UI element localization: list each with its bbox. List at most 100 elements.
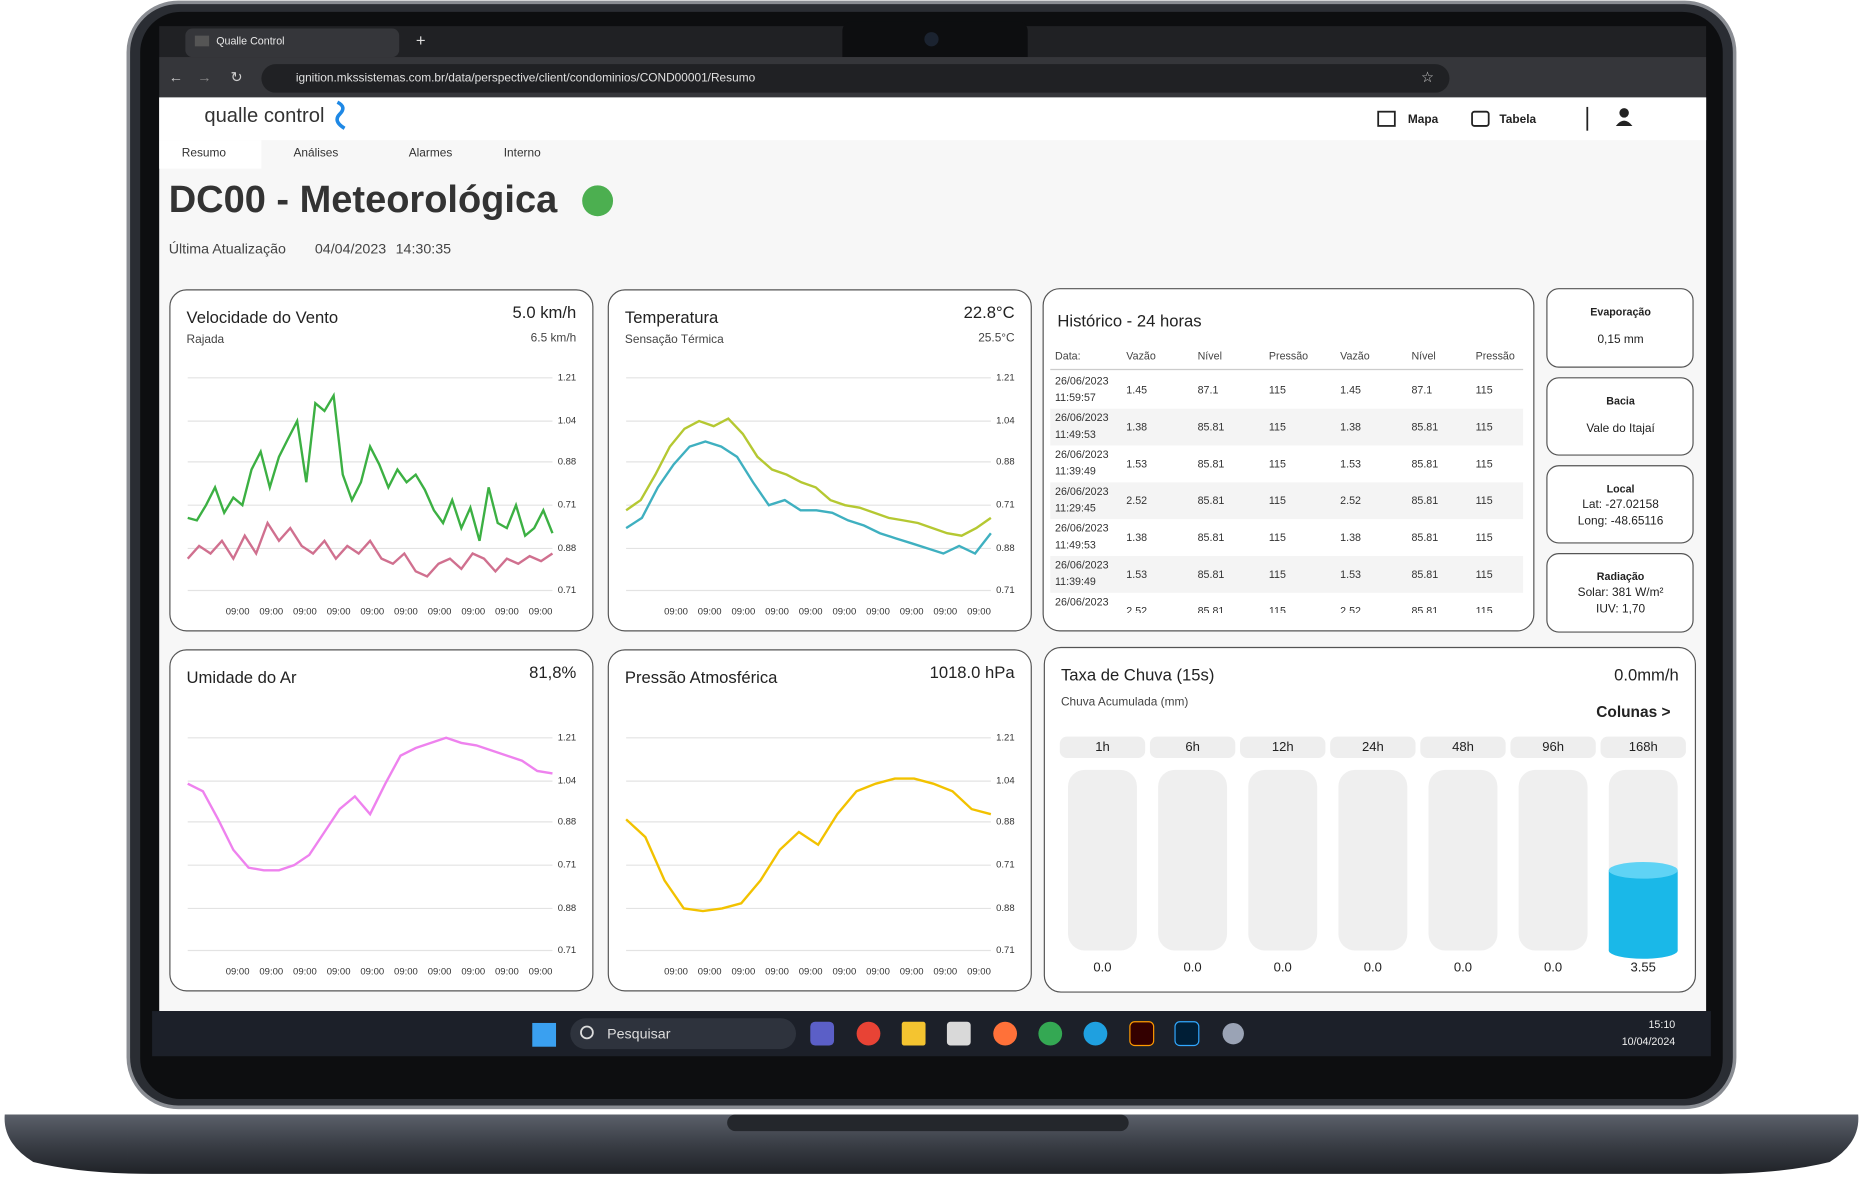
column-header[interactable]: Data: [1055, 350, 1081, 362]
app-icon[interactable] [946, 1021, 971, 1046]
nav-map[interactable]: Mapa [1408, 112, 1439, 126]
nav-table[interactable]: Tabela [1499, 112, 1536, 126]
x-tick-label: 09:00 [900, 606, 924, 617]
y-tick-label: 0.88 [996, 816, 1014, 827]
line-chart-card: Velocidade do Vento 5.0 km/h Rajada 6.5 km/… [169, 289, 594, 632]
cell: 115 [1269, 532, 1286, 544]
x-tick-label: 09:00 [799, 606, 823, 617]
search-box[interactable] [570, 1018, 797, 1050]
cell: 85.81 [1198, 532, 1225, 544]
app-icon[interactable] [810, 1021, 835, 1046]
x-tick-label: 09:00 [765, 606, 789, 617]
tab[interactable]: Interno [504, 145, 541, 159]
app-icon[interactable] [1129, 1021, 1155, 1047]
tab[interactable]: Análises [293, 145, 338, 159]
tube [1518, 769, 1588, 951]
tube [1158, 769, 1228, 951]
app-icon[interactable] [1222, 1022, 1244, 1045]
column-header[interactable]: Pressão [1269, 350, 1308, 362]
last-update-label: Última Atualização [169, 240, 286, 257]
line-chart-card: Temperatura 22.8°C Sensação Térmica 25.5°C 1… [607, 289, 1032, 632]
chart-title: Temperatura [625, 308, 719, 327]
column-header[interactable]: Pressão [1476, 350, 1515, 362]
address-bar[interactable] [261, 64, 1450, 93]
y-tick-label: 1.04 [558, 416, 577, 427]
logo-mark [335, 100, 346, 130]
tab[interactable]: Resumo [182, 145, 227, 159]
info-value: Solar: 381 W/m² [1578, 585, 1664, 599]
column-header[interactable]: Nível [1411, 350, 1435, 362]
card [1546, 288, 1694, 368]
y-tick-label: 0.88 [558, 903, 577, 914]
active-tab[interactable] [185, 28, 400, 58]
x-tick-label: 09:00 [529, 606, 553, 617]
value-label: 0.0 [1454, 960, 1472, 975]
dashboard: Velocidade do Vento 5.0 km/h Rajada 6.5 km/… [169, 288, 1697, 993]
cell: 87.1 [1411, 385, 1432, 397]
cell-date: 26/06/2023 11:49:53 [1055, 523, 1109, 552]
column-header [1420, 736, 1506, 759]
cell: 85.81 [1411, 458, 1438, 470]
y-tick-label: 0.71 [558, 945, 577, 956]
x-tick-label: 09:00 [731, 966, 755, 977]
cell: 115 [1269, 495, 1286, 507]
app-icon[interactable] [993, 1021, 1018, 1046]
forward-button[interactable]: → [197, 70, 211, 86]
cell-date: 26/06/2023 11:59:57 [1055, 375, 1109, 404]
y-tick-label: 1.21 [558, 372, 577, 383]
y-tick-label: 1.04 [996, 416, 1014, 427]
tube [1068, 769, 1137, 951]
row-bg [1050, 371, 1524, 409]
user-icon-body[interactable] [1615, 120, 1633, 126]
column-header[interactable]: Vazão [1340, 350, 1370, 362]
bookmark-star[interactable]: ☆ [1421, 70, 1434, 86]
y-tick-label: 0.71 [558, 585, 577, 596]
back-button[interactable]: ← [169, 70, 183, 86]
map-icon [1377, 110, 1396, 127]
url: ignition.mkssistemas.com.br/data/perspec… [296, 71, 756, 85]
x-tick-label: 09:00 [967, 966, 991, 977]
status-indicator [582, 185, 614, 217]
tab[interactable]: Alarmes [409, 145, 453, 159]
columns-link[interactable]: Colunas > [1596, 704, 1670, 721]
x-tick-label: 09:00 [900, 966, 924, 977]
last-update-time: 14:30:35 [396, 241, 452, 257]
info-card: Evaporação 0,15 mm [1546, 288, 1694, 368]
logo: qualle control [204, 105, 324, 127]
bar-body [1608, 870, 1678, 951]
x-tick-label: 09:00 [461, 606, 485, 617]
reload-button[interactable]: ↻ [230, 70, 242, 86]
series-line [187, 736, 553, 872]
app-icon[interactable] [1083, 1021, 1108, 1046]
user-icon-head[interactable] [1619, 108, 1629, 118]
app-icon[interactable] [1174, 1021, 1200, 1047]
app-icon[interactable] [1038, 1021, 1063, 1046]
column-header [1240, 736, 1326, 759]
new-tab[interactable]: + [416, 31, 426, 50]
y-tick-label: 0.71 [996, 500, 1014, 511]
x-tick-label: 96h [1542, 739, 1564, 754]
laptop-base [4, 1114, 1859, 1174]
x-tick-label: 09:00 [394, 966, 418, 977]
start-button[interactable] [532, 1022, 557, 1047]
column-header[interactable]: Vazão [1126, 350, 1156, 362]
tube [1338, 769, 1408, 951]
x-tick-label: 09:00 [428, 606, 452, 617]
table-body: 26/06/2023 11:59:57 1.45 87.1 115 1.45 87.1 115… [1050, 371, 1524, 614]
search-icon [580, 1025, 594, 1040]
line-chart-card: Umidade do Ar 81,8% 1.21 1.04 0.88 0.71 0.88 0.… [169, 649, 594, 992]
app-icon[interactable] [856, 1021, 881, 1046]
y-tick-label: 0.88 [558, 456, 577, 467]
camera [924, 32, 939, 47]
column-header[interactable]: Nível [1198, 350, 1222, 362]
info-value: Long: -48.65116 [1578, 514, 1664, 528]
app-icon[interactable] [901, 1021, 926, 1046]
chart-readout: 5.0 km/h [512, 303, 576, 322]
y-tick-label: 0.71 [558, 500, 577, 511]
cell: 115 [1476, 458, 1493, 470]
cell: 115 [1269, 458, 1286, 470]
tube [1248, 769, 1318, 951]
hinge-notch [727, 1114, 1129, 1132]
